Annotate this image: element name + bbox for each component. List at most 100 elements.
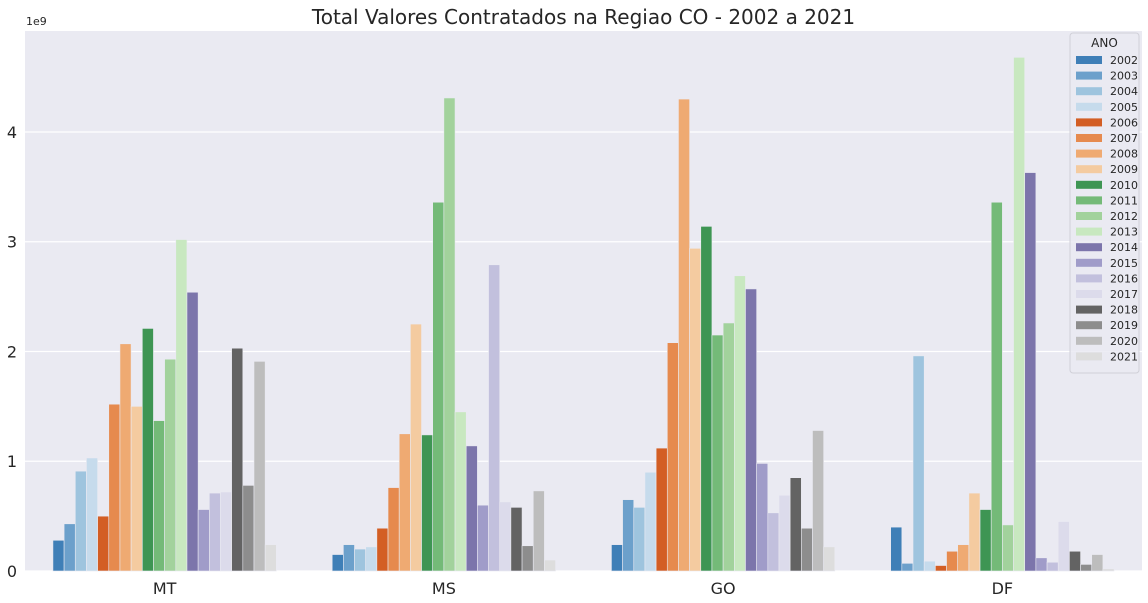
bar-MS-2012 [443,97,456,572]
legend-label: 2016 [1110,272,1138,285]
bar-MS-2016 [488,264,501,572]
legend-swatch [1076,71,1102,80]
bar-GO-2004 [633,507,646,572]
legend-label: 2014 [1110,241,1138,254]
bar-MS-2017 [499,501,512,572]
legend-label: 2010 [1110,179,1138,192]
bar-GO-2018 [789,477,802,572]
bar-GO-2013 [733,275,746,572]
legend-label: 2012 [1110,210,1138,223]
bar-DF-2007 [946,550,958,572]
bar-GO-2006 [655,447,668,572]
bar-DF-2017 [1057,521,1070,572]
bar-GO-2002 [611,544,623,572]
bar-MT-2019 [242,485,255,572]
bar-DF-2019 [1080,564,1093,572]
legend-label: 2019 [1110,319,1138,332]
bar-MT-2003 [63,523,76,572]
bar-MT-2017 [220,491,232,572]
bar-MT-2005 [86,457,98,572]
bar-GO-2012 [722,322,735,572]
bar-MT-2021 [264,544,277,572]
legend-label: 2006 [1110,116,1138,129]
legend-label: 2018 [1110,304,1138,317]
bar-DF-2003 [901,563,914,572]
bar-MS-2013 [454,411,467,572]
legend-label: 2017 [1110,288,1138,301]
bar-MT-2008 [119,343,132,572]
legend-swatch [1076,258,1102,267]
bar-MS-2011 [432,201,445,572]
bar-GO-2021 [823,546,836,572]
legend-label: 2003 [1110,70,1138,83]
bar-MT-2004 [74,470,87,572]
legend-swatch [1076,180,1102,189]
bar-MT-2007 [108,403,121,572]
bar-DF-2009 [968,492,981,572]
bar-MT-2009 [130,406,143,572]
bar-GO-2010 [700,226,713,572]
legend-swatch [1076,102,1102,111]
bar-MS-2006 [376,527,389,572]
bar-DF-2014 [1024,172,1037,572]
bar-MS-2015 [477,504,489,572]
x-tick-label: MT [153,579,177,598]
y-tick-label: 3 [7,233,17,252]
bars [52,57,1115,572]
bar-MT-2014 [186,291,199,572]
bar-DF-2011 [990,201,1003,572]
bar-MT-2012 [164,358,177,572]
legend-title: ANO [1091,36,1118,50]
bar-DF-2016 [1046,561,1059,572]
bar-MS-2008 [398,433,411,572]
bar-DF-2021 [1102,568,1115,572]
bar-MT-2010 [141,328,154,572]
legend-label: 2011 [1110,194,1138,207]
bar-MT-2015 [197,509,210,572]
y-tick-label: 1 [7,452,17,471]
legend-swatch [1076,56,1102,64]
bar-DF-2010 [979,509,992,572]
bar-MT-2011 [153,420,165,572]
legend-label: 2013 [1110,226,1138,239]
legend-label: 2015 [1110,257,1138,270]
bar-DF-2002 [890,526,903,572]
bar-GO-2019 [801,527,813,572]
bar-DF-2018 [1069,550,1081,572]
x-tick-label: DF [992,579,1014,598]
bar-MS-2003 [343,544,355,572]
bar-GO-2005 [644,471,657,572]
bar-DF-2015 [1035,557,1048,572]
legend-swatch [1076,336,1102,345]
legend-swatch [1076,227,1102,236]
legend-label: 2021 [1110,350,1138,363]
legend-swatch [1076,196,1102,205]
legend-label: 2007 [1110,132,1138,145]
legend-swatch [1076,165,1102,174]
bar-MS-2010 [421,434,434,572]
bar-DF-2004 [912,355,925,572]
legend-swatch [1076,87,1102,96]
legend-swatch [1076,243,1102,252]
bar-MS-2019 [521,545,534,572]
bar-GO-2020 [812,430,824,572]
bar-MS-2020 [532,490,545,572]
legend-swatch [1076,134,1102,142]
bar-DF-2006 [935,565,947,572]
legend-label: 2002 [1110,54,1138,67]
bar-MT-2013 [175,239,188,572]
legend-label: 2020 [1110,335,1138,348]
legend-label: 2004 [1110,85,1138,98]
x-axis: MT MS GO DF [153,579,1013,598]
bar-GO-2011 [711,334,724,572]
bar-MS-2021 [544,559,556,572]
bar-DF-2008 [957,544,970,572]
bar-GO-2007 [666,342,679,572]
y-tick-label: 2 [7,342,17,361]
bar-GO-2015 [756,463,769,572]
bar-MT-2016 [209,492,221,572]
legend-box [1069,32,1140,374]
y-tick-label: 0 [7,562,17,581]
y-axis: 0 1 2 3 4 [7,123,17,581]
plot-background [25,31,1142,571]
